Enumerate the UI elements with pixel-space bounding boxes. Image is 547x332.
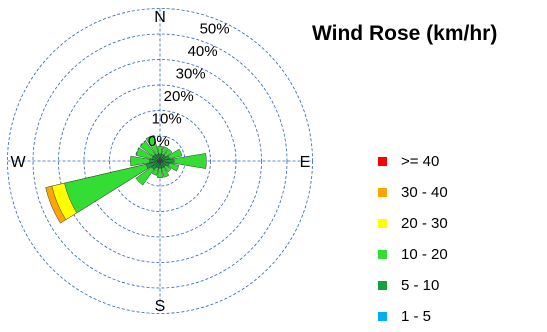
grid-ring <box>32 33 288 289</box>
legend-swatch <box>378 219 387 228</box>
petal-ene-1 <box>159 155 170 162</box>
petals <box>45 134 207 224</box>
compass-south: S <box>155 298 166 315</box>
legend-swatch <box>378 188 387 197</box>
petal-e-2 <box>159 153 207 169</box>
petal-e-1 <box>159 158 175 164</box>
compass-west: W <box>10 154 26 171</box>
ring-label: 10% <box>152 110 182 127</box>
petal-w-2 <box>130 155 161 167</box>
ring-label: 30% <box>176 65 206 82</box>
wind-rose-chart: 0% 10% 20% 30% 40% 50% N E S W <box>7 8 313 315</box>
legend: >= 40 30 - 40 20 - 30 10 - 20 5 - 10 1 - 5 <box>378 146 448 332</box>
petal-wsw-1 <box>145 160 161 169</box>
petal-nw-1 <box>152 153 161 162</box>
ring-label: 40% <box>188 43 218 60</box>
legend-label: 10 - 20 <box>401 246 448 263</box>
legend-swatch <box>378 281 387 290</box>
legend-item: 1 - 5 <box>378 301 448 332</box>
legend-swatch <box>378 312 387 321</box>
ring-labels: 0% 10% 20% 30% 40% 50% <box>148 20 230 150</box>
petal-wsw-2 <box>64 160 161 214</box>
ring-label: 0% <box>148 133 170 150</box>
legend-label: 1 - 5 <box>401 308 432 325</box>
petal-n-1 <box>158 153 162 162</box>
legend-swatch <box>378 157 387 166</box>
petal-wnw-1 <box>151 156 161 162</box>
legend-swatch <box>378 250 387 259</box>
petal-n-2 <box>157 145 163 162</box>
legend-item: 5 - 10 <box>378 270 448 301</box>
ring-label: 50% <box>200 20 230 37</box>
grid-ring <box>7 8 313 314</box>
legend-label: 5 - 10 <box>401 277 440 294</box>
petal-s-2 <box>156 160 164 179</box>
legend-label: 20 - 30 <box>401 215 448 232</box>
chart-title: Wind Rose (km/hr) <box>312 22 498 45</box>
legend-item: 30 - 40 <box>378 177 448 208</box>
petal-s-1 <box>158 160 162 169</box>
legend-label: 30 - 40 <box>401 184 448 201</box>
petal-w-1 <box>149 159 161 163</box>
legend-item: 10 - 20 <box>378 239 448 270</box>
legend-label: >= 40 <box>401 153 440 170</box>
legend-item: 20 - 30 <box>378 208 448 239</box>
legend-item: >= 40 <box>378 146 448 177</box>
compass-east: E <box>300 154 311 171</box>
ring-label: 20% <box>164 88 194 105</box>
compass-north: N <box>154 9 166 26</box>
petal-ese-1 <box>159 160 170 167</box>
petal-nnw-0 <box>158 158 161 162</box>
petal-sw-1 <box>151 160 161 170</box>
